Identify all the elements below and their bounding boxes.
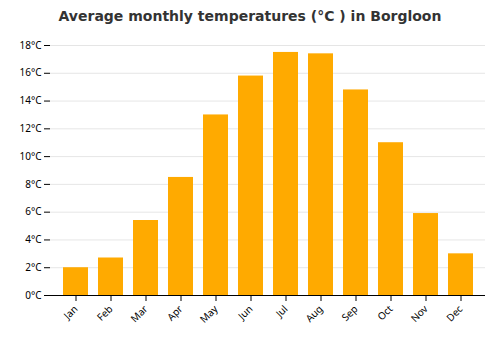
svg-text:Apr: Apr — [164, 302, 186, 324]
svg-text:2°C: 2°C — [25, 260, 42, 274]
svg-text:4°C: 4°C — [25, 232, 42, 246]
svg-text:May: May — [196, 301, 221, 326]
svg-text:16°C: 16°C — [19, 65, 42, 79]
svg-text:Jul: Jul — [272, 302, 291, 321]
svg-text:Dec: Dec — [443, 302, 466, 325]
svg-text:0°C: 0°C — [25, 288, 42, 302]
svg-text:10°C: 10°C — [19, 149, 42, 163]
svg-text:6°C: 6°C — [25, 204, 42, 218]
svg-text:Nov: Nov — [407, 301, 431, 325]
svg-text:Mar: Mar — [127, 302, 150, 325]
svg-text:18°C: 18°C — [19, 38, 42, 52]
svg-text:8°C: 8°C — [25, 177, 42, 191]
html-text:Average monthly temperatures (: Average monthly temperatures (°C ) in Bo… — [58, 8, 442, 24]
svg-text:14°C: 14°C — [19, 93, 42, 107]
svg-text:Jan: Jan — [60, 302, 81, 323]
svg-text:Jun: Jun — [234, 302, 255, 323]
svg-text:Oct: Oct — [374, 302, 396, 324]
svg-text:Sep: Sep — [338, 302, 360, 324]
svg-text:Feb: Feb — [93, 302, 115, 324]
svg-text:12°C: 12°C — [19, 121, 42, 135]
svg-text:Aug: Aug — [302, 302, 325, 325]
